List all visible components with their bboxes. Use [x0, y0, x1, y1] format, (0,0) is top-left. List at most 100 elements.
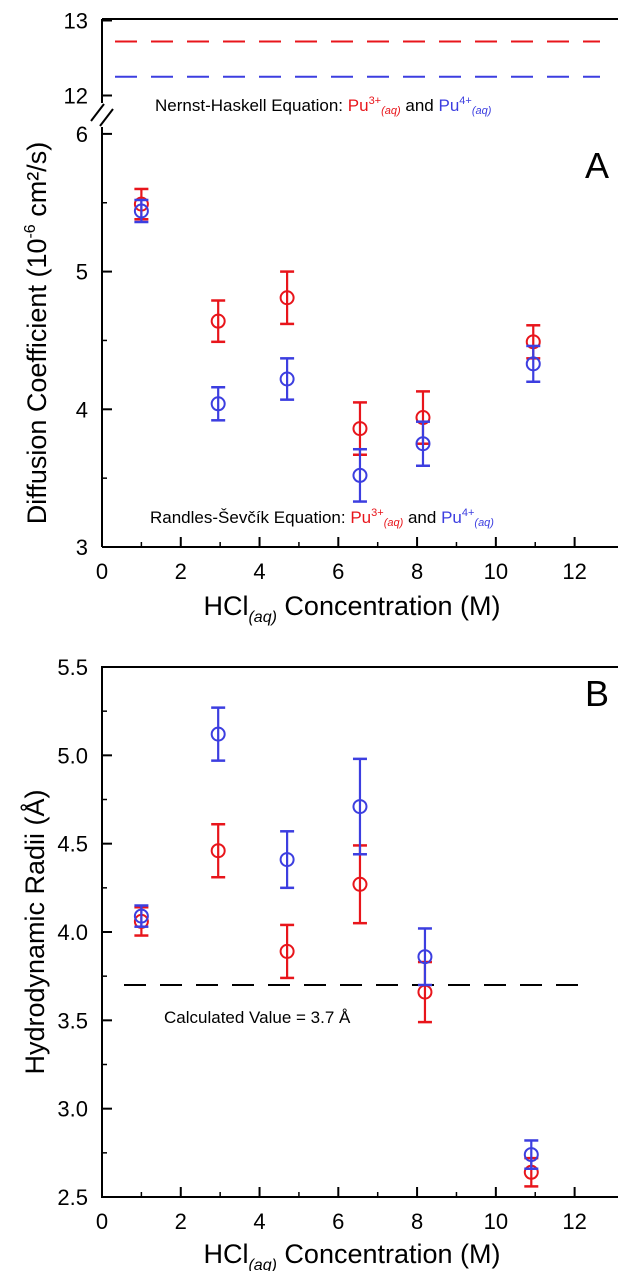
randles-ion2-sub: (aq) — [474, 517, 494, 529]
panel-a-reference-lines — [115, 40, 600, 78]
panel-a-pu3-point — [352, 401, 368, 456]
panel-b-x-tick-label: 10 — [484, 1209, 508, 1234]
nernst-prefix: Nernst-Haskell Equation: — [155, 96, 348, 115]
panel-b-x-title-rest: Concentration (M) — [277, 1239, 501, 1269]
panel-a: 0 2 4 6 8 10 12 3 4 5 6 12 13 A Nernst-Haskell Equa… — [22, 9, 618, 626]
panel-b-y-tick-label: 4.5 — [57, 832, 88, 857]
panel-a-letter: A — [585, 145, 609, 186]
randles-ion1-sub: (aq) — [384, 517, 404, 529]
panel-b-y-tick-label: 2.5 — [57, 1185, 88, 1210]
nernst-ion1-sub: (aq) — [381, 105, 401, 117]
marker-circle — [352, 876, 368, 892]
panel-a-x-axis-title: HCl(aq) Concentration (M) — [203, 591, 500, 626]
panel-b-pu4-point — [133, 904, 149, 928]
marker-circle — [415, 436, 431, 452]
panel-b-pu4-point — [417, 927, 433, 987]
panel-b-frame — [101, 666, 618, 1198]
panel-b-pu4-point — [523, 1139, 539, 1170]
panel-a-frame — [90, 18, 618, 548]
panel-b-pu4-point — [210, 706, 226, 762]
nernst-haskell-annotation: Nernst-Haskell Equation: Pu3+(aq) and Pu… — [155, 95, 492, 117]
panel-a-x-tick-label: 4 — [253, 559, 265, 584]
panel-a-y-tick-label: 13 — [64, 9, 88, 34]
marker-circle — [133, 908, 149, 924]
panel-b-pu3-point — [210, 822, 226, 879]
panel-b-y-tick-label: 5.0 — [57, 743, 88, 768]
panel-a-pu3-point — [210, 299, 226, 344]
panel-a-pu4-point — [279, 357, 295, 401]
marker-circle — [352, 467, 368, 483]
nernst-joiner: and — [401, 96, 439, 115]
panel-b-y-tick-label: 3.0 — [57, 1097, 88, 1122]
panel-b-y-tick-label: 5.5 — [57, 655, 88, 680]
panel-b-x-tick-label: 12 — [562, 1209, 586, 1234]
panel-a-y-tick-label: 4 — [76, 397, 88, 422]
marker-circle — [523, 1147, 539, 1163]
marker-circle — [210, 313, 226, 329]
marker-circle — [525, 356, 541, 372]
panel-a-x-ticks: 0 2 4 6 8 10 12 — [96, 537, 587, 584]
panel-a-y-title-sup: -6 — [22, 224, 39, 238]
panel-a-y-title-post: cm²/s) — [22, 142, 52, 224]
panel-b-x-tick-label: 2 — [175, 1209, 187, 1234]
panel-a-y-ticks: 3 4 5 6 12 13 — [64, 9, 112, 560]
marker-circle — [279, 943, 295, 959]
randles-ion2: Pu — [441, 508, 462, 527]
randles-ion1-sup: 3+ — [371, 507, 384, 519]
panel-a-x-tick-label: 10 — [484, 559, 508, 584]
randles-prefix: Randles-Ševčík Equation: — [150, 508, 350, 527]
panel-b-x-tick-label: 6 — [332, 1209, 344, 1234]
panel-b-y-axis-title: Hydrodynamic Radii (Å) — [19, 789, 50, 1074]
marker-circle — [417, 949, 433, 965]
panel-a-pu4-point — [415, 420, 431, 468]
panel-a-axis-break-mark-2 — [99, 108, 114, 127]
randles-ion1: Pu — [350, 508, 371, 527]
panel-a-x-tick-label: 6 — [332, 559, 344, 584]
panel-a-x-tick-label: 12 — [562, 559, 586, 584]
marker-circle — [352, 421, 368, 437]
panel-b-x-tick-label: 4 — [253, 1209, 265, 1234]
panel-b-y-tick-label: 4.0 — [57, 920, 88, 945]
panel-a-y-tick-label: 12 — [64, 84, 88, 109]
panel-b-x-ticks: 0 2 4 6 8 10 12 — [96, 1187, 587, 1234]
panel-b-y-tick-label: 3.5 — [57, 1008, 88, 1033]
panel-b-x-tick-label: 0 — [96, 1209, 108, 1234]
panel-a-pu4-point — [352, 447, 368, 503]
randles-ion2-sup: 4+ — [462, 507, 475, 519]
panel-b-pu4-point — [279, 830, 295, 890]
nernst-ion2: Pu — [438, 96, 459, 115]
panel-b-x-title-main: HCl — [203, 1239, 248, 1269]
panel-b-y-ticks: 2.5 3.0 3.5 4.0 4.5 5.0 5.5 — [57, 655, 112, 1210]
panel-b-letter: B — [585, 673, 609, 714]
panel-a-pu4-point — [133, 198, 149, 224]
panel-a-pu4-point — [210, 386, 226, 422]
nernst-ion2-sub: (aq) — [472, 105, 492, 117]
marker-circle — [210, 726, 226, 742]
panel-b-pu4-point — [352, 757, 368, 856]
panel-a-x-tick-label: 0 — [96, 559, 108, 584]
marker-circle — [210, 843, 226, 859]
randles-joiner: and — [403, 508, 441, 527]
nernst-ion1-sup: 3+ — [369, 95, 382, 107]
panel-a-x-tick-label: 2 — [175, 559, 187, 584]
panel-b-x-title-sub: (aq) — [248, 1257, 276, 1271]
marker-circle — [133, 203, 149, 219]
nernst-ion2-sup: 4+ — [459, 95, 472, 107]
panel-b-pu3-point — [352, 844, 368, 925]
panel-a-y-tick-label: 5 — [76, 260, 88, 285]
marker-circle — [279, 290, 295, 306]
marker-circle — [352, 799, 368, 815]
marker-circle — [279, 371, 295, 387]
panel-a-x-tick-label: 8 — [411, 559, 423, 584]
panel-b-pu3-point — [279, 923, 295, 980]
nernst-ion1: Pu — [348, 96, 369, 115]
panel-b: 0 2 4 6 8 10 12 2.5 3.0 3.5 4.0 4.5 5.0 5.5 B Calcul… — [19, 655, 618, 1271]
panel-b-x-axis-title: HCl(aq) Concentration (M) — [203, 1239, 500, 1271]
panel-a-x-title-sub: (aq) — [248, 609, 276, 626]
panel-a-x-title-main: HCl — [203, 591, 248, 621]
marker-circle — [210, 396, 226, 412]
panel-a-data-points — [133, 187, 541, 503]
panel-a-y-title-pre: Diffusion Coefficient (10 — [22, 239, 52, 525]
calculated-value-annotation: Calculated Value = 3.7 Å — [164, 1008, 351, 1027]
